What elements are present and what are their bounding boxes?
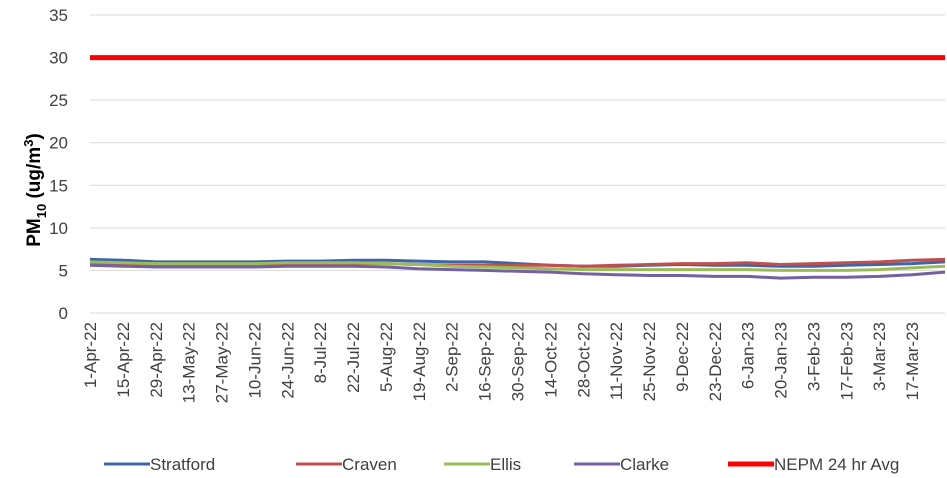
x-tick-label: 25-Nov-22 (640, 322, 659, 401)
x-axis-tick-labels: 1-Apr-22 15-Apr-22 29-Apr-22 13-May-22 27-Ma… (81, 322, 922, 403)
x-tick-label: 23-Dec-22 (706, 322, 725, 401)
x-tick-label: 2-Sep-22 (443, 322, 462, 392)
x-tick-label: 11-Nov-22 (607, 322, 626, 400)
x-tick-label: 6-Jan-23 (739, 322, 758, 389)
series-line-stratford (89, 257, 946, 268)
x-tick-label: 9-Dec-22 (673, 322, 692, 392)
y-tick-label: 5 (59, 261, 68, 280)
x-tick-label: 17-Mar-23 (903, 322, 922, 400)
x-tick-label: 19-Aug-22 (410, 322, 429, 401)
legend-label: NEPM 24 hr Avg (774, 455, 899, 474)
series-line-clarke (89, 263, 946, 280)
y-tick-label: 10 (49, 219, 68, 238)
x-tick-label: 10-Jun-22 (245, 322, 264, 399)
y-tick-label: 0 (59, 304, 68, 323)
x-tick-label: 15-Apr-22 (114, 322, 133, 398)
x-tick-label: 16-Sep-22 (476, 322, 495, 401)
x-tick-label: 8-Jul-22 (311, 322, 330, 383)
y-axis-tick-labels: 0 5 10 15 20 25 30 35 (49, 6, 68, 323)
x-tick-label: 22-Jul-22 (344, 322, 363, 393)
legend-label: Craven (342, 455, 397, 474)
x-tick-label: 20-Jan-23 (772, 322, 791, 399)
series-line-ellis (89, 260, 946, 272)
x-tick-label: 3-Mar-23 (870, 322, 889, 391)
series-lines (89, 55, 946, 280)
x-tick-label: 24-Jun-22 (278, 322, 297, 399)
x-tick-label: 27-May-22 (213, 322, 232, 403)
legend-label: Ellis (490, 455, 521, 474)
legend-label: Stratford (150, 455, 215, 474)
x-tick-label: 14-Oct-22 (541, 322, 560, 398)
x-tick-label: 3-Feb-23 (805, 322, 824, 391)
legend-label: Clarke (620, 455, 669, 474)
legend: Stratford Craven Ellis Clarke NEPM 24 hr Avg (104, 455, 899, 474)
x-tick-label: 13-May-22 (180, 322, 199, 403)
x-tick-label: 30-Sep-22 (509, 322, 528, 401)
y-tick-label: 15 (49, 176, 68, 195)
x-tick-label: 28-Oct-22 (574, 322, 593, 398)
x-tick-label: 17-Feb-23 (837, 322, 856, 400)
y-tick-label: 25 (49, 91, 68, 110)
x-tick-label: 1-Apr-22 (81, 322, 100, 388)
y-axis-label: PM10 (ug/m3) (21, 133, 49, 247)
x-tick-label: 29-Apr-22 (147, 322, 166, 398)
x-tick-label: 5-Aug-22 (377, 322, 396, 392)
y-tick-label: 35 (49, 6, 68, 25)
y-tick-label: 30 (49, 49, 68, 68)
y-tick-label: 20 (49, 134, 68, 153)
